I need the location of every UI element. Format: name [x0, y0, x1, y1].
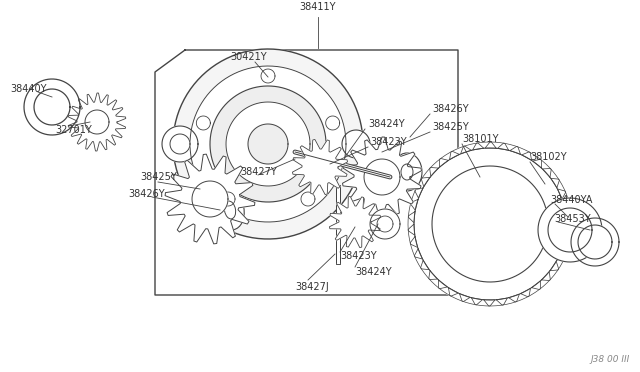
Polygon shape [550, 261, 559, 271]
Polygon shape [170, 134, 190, 154]
Polygon shape [421, 177, 430, 187]
Polygon shape [301, 192, 315, 206]
Text: 38426Y: 38426Y [128, 189, 164, 199]
Text: 38102Y: 38102Y [530, 152, 566, 162]
Polygon shape [485, 142, 496, 148]
Polygon shape [522, 152, 532, 160]
Polygon shape [342, 137, 422, 217]
Polygon shape [541, 272, 550, 280]
Polygon shape [497, 143, 509, 150]
Text: 38426Y: 38426Y [432, 104, 468, 114]
Polygon shape [565, 213, 572, 224]
Polygon shape [414, 248, 422, 259]
Polygon shape [248, 124, 288, 164]
Polygon shape [408, 212, 415, 223]
Polygon shape [557, 250, 565, 260]
Polygon shape [429, 167, 438, 176]
Polygon shape [496, 298, 508, 305]
Polygon shape [538, 198, 602, 262]
Text: 38101Y: 38101Y [462, 134, 499, 144]
Polygon shape [563, 201, 570, 212]
Text: J38 00 III: J38 00 III [591, 355, 630, 364]
Polygon shape [364, 159, 400, 195]
Polygon shape [532, 159, 541, 168]
Polygon shape [532, 281, 541, 289]
Text: 38425Y: 38425Y [140, 172, 177, 182]
Text: 32701Y: 32701Y [55, 125, 92, 135]
Polygon shape [410, 199, 418, 210]
Text: 38427Y: 38427Y [240, 167, 276, 177]
Text: 38453Y: 38453Y [554, 214, 591, 224]
Polygon shape [449, 288, 458, 296]
Polygon shape [330, 196, 381, 247]
Polygon shape [261, 69, 275, 83]
Polygon shape [221, 192, 235, 206]
Polygon shape [226, 102, 310, 186]
Ellipse shape [225, 201, 236, 219]
Polygon shape [342, 130, 370, 158]
Polygon shape [432, 166, 548, 282]
Ellipse shape [401, 164, 413, 180]
Polygon shape [173, 49, 363, 239]
Polygon shape [24, 79, 80, 135]
Polygon shape [571, 218, 619, 266]
Polygon shape [210, 86, 326, 202]
Polygon shape [438, 280, 447, 289]
Polygon shape [370, 209, 400, 239]
Polygon shape [510, 147, 520, 154]
Polygon shape [565, 225, 572, 237]
Polygon shape [420, 260, 429, 270]
Polygon shape [471, 298, 483, 305]
Ellipse shape [216, 190, 244, 230]
Polygon shape [68, 93, 126, 151]
Polygon shape [162, 126, 198, 162]
Polygon shape [542, 169, 551, 177]
Text: 38440YA: 38440YA [550, 195, 593, 205]
Polygon shape [472, 143, 484, 150]
Text: 38423Y: 38423Y [370, 137, 406, 147]
Polygon shape [326, 116, 340, 130]
Text: 38427J: 38427J [295, 282, 329, 292]
Text: 38423Y: 38423Y [340, 251, 376, 261]
Polygon shape [440, 158, 449, 167]
Polygon shape [165, 154, 255, 244]
Polygon shape [578, 225, 612, 259]
Text: 38424Y: 38424Y [355, 267, 392, 277]
Polygon shape [408, 224, 415, 235]
Text: 38440Y: 38440Y [10, 84, 47, 94]
Polygon shape [196, 116, 211, 130]
Polygon shape [461, 146, 471, 154]
Polygon shape [377, 216, 393, 232]
Polygon shape [429, 271, 438, 279]
Polygon shape [192, 181, 228, 217]
Text: 30421Y: 30421Y [230, 52, 267, 62]
Polygon shape [562, 238, 570, 248]
Polygon shape [460, 294, 470, 302]
Polygon shape [557, 189, 566, 199]
Polygon shape [449, 151, 460, 160]
Text: 38425Y: 38425Y [432, 122, 468, 132]
Polygon shape [408, 142, 572, 306]
Polygon shape [484, 300, 495, 306]
Polygon shape [190, 66, 346, 222]
Polygon shape [410, 237, 418, 247]
Polygon shape [85, 110, 109, 134]
Polygon shape [548, 208, 592, 252]
Ellipse shape [392, 153, 422, 191]
Polygon shape [520, 288, 531, 297]
Polygon shape [415, 188, 423, 198]
Polygon shape [551, 178, 559, 188]
Text: 38411Y: 38411Y [300, 2, 336, 12]
Polygon shape [509, 294, 520, 302]
Polygon shape [292, 140, 348, 195]
Text: 38424Y: 38424Y [368, 119, 404, 129]
Polygon shape [34, 89, 70, 125]
